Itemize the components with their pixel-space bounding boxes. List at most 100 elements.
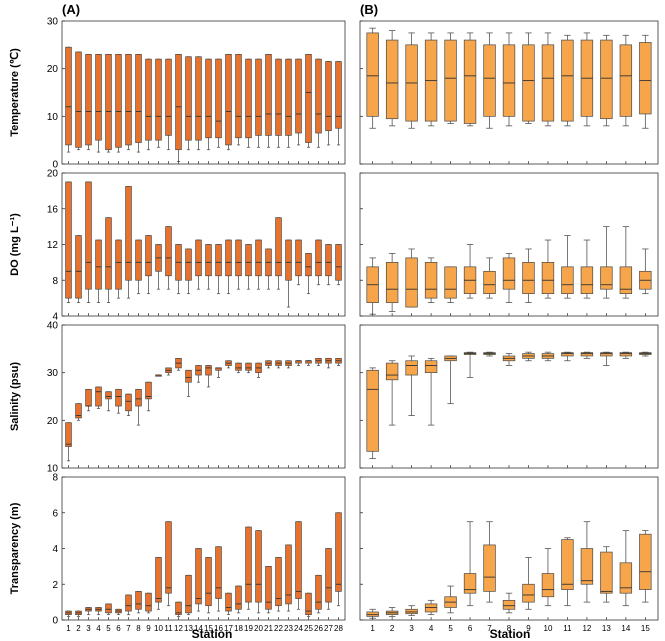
box-body — [335, 61, 342, 129]
x-tick-label: 13 — [184, 624, 193, 633]
x-tick-label: 5 — [106, 624, 111, 633]
box-10 — [541, 239, 555, 299]
box-body — [502, 599, 516, 610]
box-4 — [424, 257, 438, 303]
chart-8: 1 2 3 4 5 6 7 8 9 10 11 12 13 14 15 — [359, 476, 659, 633]
box-body — [235, 362, 242, 371]
box-13 — [185, 56, 192, 151]
box-body — [385, 362, 399, 381]
box-24 — [295, 521, 302, 610]
box-body — [215, 546, 222, 599]
box-8 — [502, 353, 516, 366]
box-13 — [185, 248, 192, 295]
box-25 — [305, 592, 312, 617]
y-tick-label: 30 — [47, 368, 59, 379]
box-body — [502, 44, 516, 117]
box-body — [580, 548, 594, 585]
panel-label-a: (A) — [62, 2, 80, 17]
box-8 — [135, 239, 142, 295]
y-tick-label: 40 — [47, 321, 59, 332]
x-tick-label: 7 — [487, 624, 492, 633]
x-tick-label: 15 — [204, 624, 213, 633]
y-axis-label: Temperature (℃) — [9, 48, 21, 137]
box-22 — [275, 217, 282, 290]
box-body — [405, 360, 418, 376]
x-tick-label: 3 — [409, 624, 414, 633]
box-9 — [522, 248, 535, 303]
box-11 — [561, 235, 574, 299]
box-4 — [95, 386, 102, 409]
box-body — [215, 58, 222, 139]
box-15 — [639, 351, 652, 357]
x-tick-label: 1 — [370, 624, 375, 633]
box-body — [175, 54, 182, 151]
y-tick-label: 20 — [47, 169, 59, 180]
box-1 — [65, 610, 72, 617]
box-13 — [600, 34, 613, 127]
box-6 — [115, 53, 122, 153]
y-tick-label: 20 — [47, 64, 59, 75]
box-22 — [275, 58, 282, 148]
box-27 — [325, 244, 332, 286]
x-tick-label: 9 — [526, 624, 531, 633]
box-body — [175, 601, 182, 615]
box-body — [165, 521, 172, 594]
box-body — [185, 574, 192, 614]
y-tick-label: 30 — [47, 17, 59, 28]
box-body — [305, 592, 312, 615]
y-tick-label: 8 — [52, 276, 58, 287]
box-27 — [325, 548, 332, 610]
box-4 — [95, 53, 102, 153]
box-body — [305, 54, 312, 143]
box-body — [65, 181, 72, 299]
box-19 — [245, 526, 252, 610]
box-body — [195, 239, 202, 277]
box-body — [185, 56, 192, 141]
box-19 — [245, 362, 252, 374]
box-body — [561, 266, 574, 295]
x-tick-label: 5 — [448, 624, 453, 633]
box-9 — [145, 58, 152, 151]
y-axis-label: Salinity (psu) — [9, 362, 21, 431]
x-tick-label: 10 — [544, 624, 553, 633]
y-axis-label: Transparency (m) — [9, 502, 21, 594]
box-25 — [305, 53, 312, 148]
box-body — [75, 235, 82, 299]
box-3 — [405, 248, 418, 308]
box-15 — [205, 58, 212, 151]
box-body — [95, 386, 102, 407]
box-body — [522, 44, 535, 122]
box-11 — [165, 226, 172, 290]
box-9 — [522, 557, 535, 610]
box-8 — [135, 591, 142, 614]
box-body — [205, 244, 212, 277]
box-28 — [335, 61, 342, 146]
box-14 — [195, 239, 202, 290]
box-27 — [325, 357, 332, 369]
box-24 — [295, 239, 302, 286]
y-tick-label: 4 — [52, 312, 58, 323]
box-body — [502, 257, 516, 290]
box-27 — [325, 61, 332, 146]
box-3 — [405, 605, 418, 616]
box-14 — [195, 365, 202, 383]
box-body — [405, 257, 418, 308]
y-tick-label: 6 — [52, 508, 58, 519]
box-12 — [580, 32, 594, 127]
box-body — [335, 512, 342, 592]
box-21 — [265, 360, 272, 369]
chart-6 — [359, 324, 659, 469]
box-23 — [285, 544, 292, 612]
box-6 — [463, 244, 477, 299]
box-body — [125, 54, 132, 146]
box-18 — [235, 585, 242, 614]
box-5 — [444, 266, 457, 303]
x-tick-label: 12 — [582, 624, 591, 633]
box-body — [561, 352, 574, 357]
x-tick-label: 20 — [254, 624, 263, 633]
box-26 — [315, 357, 322, 366]
x-axis-label-a: Station — [192, 627, 233, 641]
plot-frame — [61, 476, 346, 621]
box-9 — [522, 351, 535, 362]
